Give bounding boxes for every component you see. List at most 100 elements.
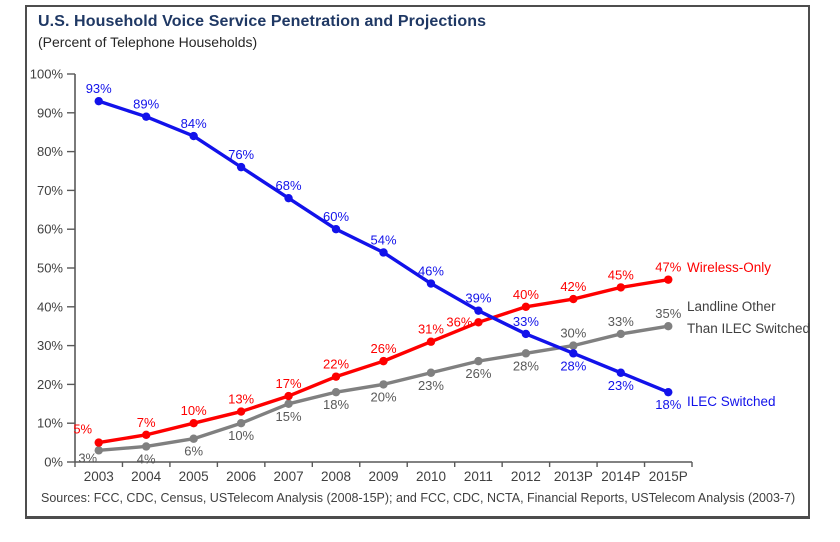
- data-point: [94, 96, 103, 106]
- data-label: 23%: [608, 378, 634, 393]
- data-label: 6%: [184, 444, 203, 459]
- data-point: [664, 387, 673, 397]
- data-point: [189, 419, 198, 428]
- x-axis-tick-label: 2013P: [554, 469, 593, 484]
- data-label: 10%: [228, 428, 254, 443]
- data-label: 47%: [655, 260, 681, 275]
- y-axis-tick-label: 50%: [37, 261, 63, 276]
- data-point: [569, 349, 578, 358]
- data-point: [189, 434, 198, 443]
- data-point: [331, 387, 341, 397]
- data-label: 36%: [446, 314, 472, 329]
- data-point: [521, 302, 531, 311]
- y-axis-tick-label: 60%: [37, 222, 63, 237]
- data-label: 33%: [513, 314, 539, 329]
- data-label: 33%: [608, 314, 634, 329]
- data-label: 13%: [228, 392, 254, 407]
- y-axis-tick-label: 20%: [37, 377, 63, 392]
- x-axis-tick-label: 2015P: [649, 469, 688, 484]
- data-point: [616, 368, 626, 377]
- chart-title: U.S. Household Voice Service Penetration…: [38, 13, 487, 30]
- legend-label-wireless-only: Wireless-Only: [687, 260, 771, 275]
- chart-subtitle: (Percent of Telephone Households): [38, 34, 258, 50]
- y-axis-tick-label: 10%: [37, 416, 63, 431]
- data-label: 10%: [181, 403, 207, 418]
- data-point: [141, 112, 151, 121]
- data-point: [331, 225, 341, 234]
- data-label: 76%: [228, 147, 254, 162]
- data-label: 68%: [276, 178, 302, 193]
- data-label: 22%: [323, 357, 349, 372]
- x-axis-tick-label: 2010: [416, 469, 446, 484]
- data-point: [474, 306, 483, 315]
- data-label: 60%: [323, 209, 349, 224]
- legend-label-landline-other: Landline Other: [687, 299, 776, 314]
- y-axis-tick-label: 0%: [44, 455, 63, 470]
- data-label: 3%: [78, 450, 97, 465]
- y-axis-tick-label: 70%: [37, 183, 63, 198]
- data-point: [236, 407, 246, 416]
- data-point: [141, 430, 151, 440]
- data-point: [521, 329, 531, 339]
- data-point: [284, 391, 293, 401]
- data-label: 54%: [370, 232, 396, 247]
- x-axis-tick-label: 2005: [179, 469, 209, 484]
- data-point: [331, 372, 341, 381]
- data-point: [426, 337, 436, 346]
- x-axis-tick-label: 2012: [511, 469, 541, 484]
- data-point: [569, 294, 578, 304]
- data-label: 20%: [370, 389, 396, 404]
- line-chart: 0% 10% 20% 30% 40% 50% 60% 70% 80% 90% 100% 2003 200…: [30, 67, 810, 485]
- y-axis-tick-label: 30%: [37, 338, 63, 353]
- legend-label-than-ilec-switched: Than ILEC Switched: [687, 321, 810, 336]
- data-label: 4%: [137, 451, 156, 466]
- y-axis-tick-label: 80%: [37, 144, 63, 159]
- data-point: [284, 399, 293, 408]
- x-axis-tick-label: 2014P: [601, 469, 640, 484]
- data-point: [236, 419, 246, 428]
- data-point: [94, 438, 103, 447]
- data-point: [379, 380, 388, 389]
- data-label: 42%: [560, 279, 586, 294]
- data-label: 26%: [465, 366, 491, 381]
- data-label: 17%: [276, 376, 302, 391]
- data-label: 40%: [513, 287, 539, 302]
- x-axis-tick-label: 2003: [84, 469, 114, 484]
- data-point: [379, 356, 388, 366]
- data-point: [664, 322, 673, 331]
- x-axis-tick-label: 2011: [464, 469, 493, 484]
- data-label: 7%: [137, 415, 156, 430]
- data-label: 84%: [181, 116, 207, 131]
- data-point: [616, 283, 626, 292]
- data-point: [521, 349, 531, 358]
- x-axis-tick-label: 2006: [226, 469, 256, 484]
- data-label: 23%: [418, 378, 444, 393]
- data-label: 26%: [370, 341, 396, 356]
- data-label: 18%: [323, 397, 349, 412]
- data-point: [94, 446, 103, 455]
- data-label: 28%: [513, 358, 539, 373]
- data-point: [284, 193, 293, 203]
- data-label: 89%: [133, 97, 159, 112]
- data-point: [189, 131, 198, 141]
- data-point: [474, 356, 483, 366]
- data-label: 93%: [86, 81, 112, 96]
- y-axis-tick-label: 90%: [37, 105, 63, 120]
- data-label: 15%: [276, 409, 302, 424]
- x-axis-tick-label: 2009: [368, 469, 398, 484]
- x-axis-tick-label: 2008: [321, 469, 351, 484]
- data-point: [474, 318, 483, 327]
- source-note: Sources: FCC, CDC, Census, USTelecom Ana…: [41, 491, 796, 505]
- data-label: 39%: [465, 291, 491, 306]
- y-axis-tick-label: 100%: [30, 67, 64, 82]
- data-label: 45%: [608, 267, 634, 282]
- data-label: 5%: [73, 422, 92, 437]
- data-point: [236, 162, 246, 172]
- x-axis-tick-label: 2007: [274, 469, 304, 484]
- x-axis-tick-label: 2004: [131, 469, 162, 484]
- data-point: [569, 341, 578, 350]
- legend-label-ilec-switched: ILEC Switched: [687, 394, 776, 409]
- data-label: 35%: [655, 306, 681, 321]
- y-axis-tick-label: 40%: [37, 299, 63, 314]
